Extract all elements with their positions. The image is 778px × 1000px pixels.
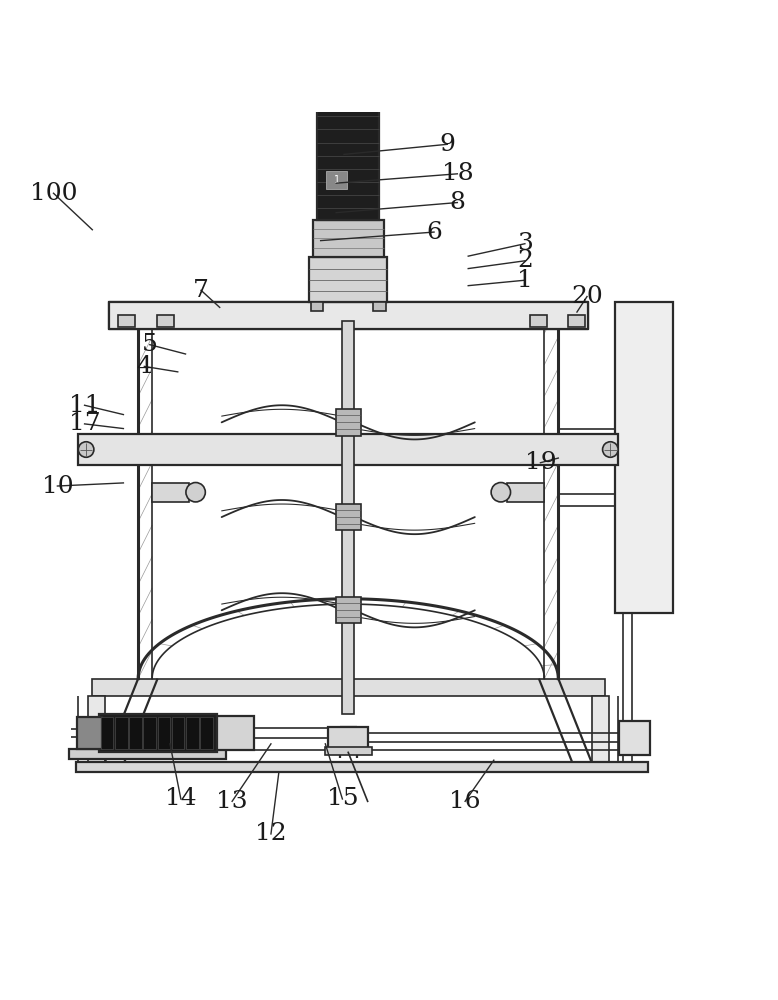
Bar bbox=[99, 714, 216, 752]
Text: 8: 8 bbox=[450, 191, 465, 214]
Circle shape bbox=[491, 483, 510, 502]
Bar bbox=[342, 321, 355, 714]
Text: 10: 10 bbox=[41, 475, 73, 498]
Bar bbox=[311, 302, 324, 311]
Text: 18: 18 bbox=[442, 162, 473, 185]
Text: 19: 19 bbox=[524, 451, 556, 474]
Text: 16: 16 bbox=[450, 790, 481, 813]
Text: 12: 12 bbox=[255, 822, 287, 845]
Bar bbox=[76, 762, 648, 772]
Bar bbox=[619, 721, 650, 755]
Text: 4: 4 bbox=[136, 355, 152, 378]
Text: 1: 1 bbox=[334, 175, 340, 185]
Bar bbox=[322, 93, 375, 107]
Bar bbox=[88, 696, 105, 762]
Bar bbox=[158, 717, 170, 749]
Bar bbox=[507, 483, 545, 502]
Text: 11: 11 bbox=[68, 394, 100, 417]
Text: 13: 13 bbox=[216, 790, 248, 813]
Bar bbox=[327, 171, 347, 189]
Text: 6: 6 bbox=[426, 221, 442, 244]
Bar bbox=[373, 302, 386, 311]
Bar bbox=[129, 717, 142, 749]
Bar bbox=[216, 716, 254, 750]
Text: 1: 1 bbox=[517, 269, 533, 292]
Bar bbox=[157, 315, 173, 327]
Bar bbox=[118, 315, 135, 327]
Bar bbox=[569, 315, 586, 327]
Bar bbox=[328, 727, 369, 749]
Bar bbox=[172, 717, 184, 749]
Bar bbox=[336, 409, 361, 436]
Bar bbox=[325, 747, 372, 755]
Text: 5: 5 bbox=[142, 333, 158, 356]
Bar bbox=[92, 679, 605, 696]
Bar bbox=[101, 717, 114, 749]
Bar bbox=[186, 717, 198, 749]
Bar bbox=[530, 315, 547, 327]
Bar bbox=[109, 302, 588, 329]
Text: 3: 3 bbox=[517, 232, 533, 255]
Circle shape bbox=[79, 442, 94, 457]
Bar bbox=[79, 434, 618, 465]
Bar bbox=[143, 717, 156, 749]
Bar bbox=[592, 696, 608, 762]
Bar bbox=[310, 257, 387, 302]
Text: 7: 7 bbox=[193, 279, 209, 302]
Bar bbox=[313, 220, 384, 257]
Text: 100: 100 bbox=[30, 182, 77, 205]
Text: 14: 14 bbox=[165, 787, 197, 810]
Bar bbox=[336, 597, 361, 623]
Bar bbox=[336, 504, 361, 530]
Bar bbox=[69, 749, 226, 759]
Text: 2: 2 bbox=[517, 249, 533, 272]
Bar bbox=[77, 717, 102, 749]
Text: 15: 15 bbox=[327, 787, 358, 810]
Bar bbox=[200, 717, 212, 749]
Circle shape bbox=[186, 483, 205, 502]
Text: 9: 9 bbox=[440, 133, 455, 156]
Bar bbox=[615, 302, 673, 613]
Bar bbox=[115, 717, 128, 749]
Text: 20: 20 bbox=[571, 285, 603, 308]
Bar bbox=[331, 82, 366, 93]
Bar bbox=[333, 68, 364, 82]
Bar bbox=[152, 483, 189, 502]
Bar bbox=[317, 107, 380, 220]
Text: 17: 17 bbox=[68, 412, 100, 435]
Circle shape bbox=[603, 442, 618, 457]
